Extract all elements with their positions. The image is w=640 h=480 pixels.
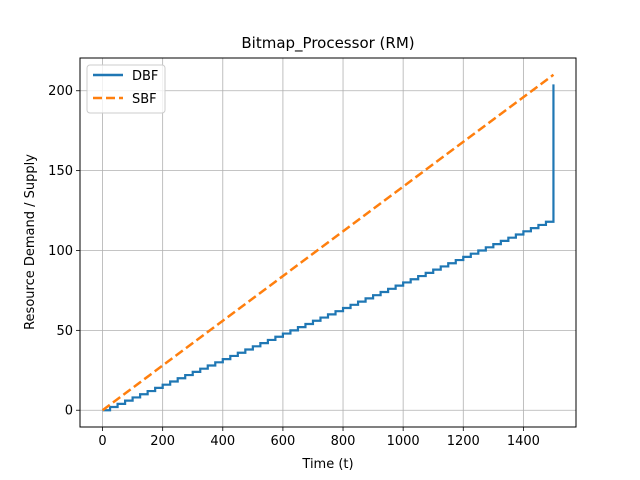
y-tick-label: 50: [56, 324, 73, 339]
x-tick-label: 0: [98, 434, 106, 449]
y-tick-label: 200: [48, 84, 73, 99]
legend-box: [86, 64, 166, 114]
series: [101, 73, 555, 412]
x-tick-label: 1200: [447, 434, 480, 449]
y-tick-label: 100: [48, 244, 73, 259]
y-axis-label: Resource Demand / Supply: [23, 154, 38, 330]
x-tick-label: 1000: [387, 434, 420, 449]
legend-label-dbf: DBF: [132, 69, 158, 84]
x-tick-label: 400: [210, 434, 235, 449]
x-axis-label: Time (t): [301, 457, 353, 472]
ticks: 0 200 400 600 800 1000 1200 1400 0 50 100 150 200: [48, 84, 540, 449]
plot-frame: [79, 57, 577, 428]
y-tick-label: 0: [65, 404, 73, 419]
series-line-sbf: [101, 73, 555, 412]
series-line-dbf: [102, 84, 555, 412]
x-tick-label: 600: [270, 434, 295, 449]
x-tick-label: 200: [150, 434, 175, 449]
legend-label-sbf: SBF: [132, 92, 157, 107]
chart-title: Bitmap_Processor (RM): [241, 34, 414, 53]
legend: DBF SBF: [86, 64, 166, 114]
x-tick-label: 1400: [507, 434, 540, 449]
grid: [80, 58, 576, 427]
x-tick-label: 800: [331, 434, 356, 449]
y-tick-label: 150: [48, 164, 73, 179]
